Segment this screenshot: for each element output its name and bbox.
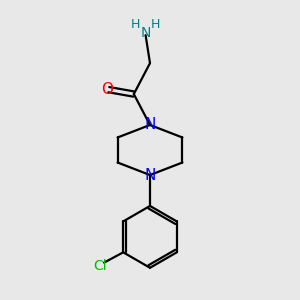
- Text: N: N: [144, 167, 156, 182]
- Text: H: H: [151, 18, 160, 32]
- Text: N: N: [140, 26, 151, 40]
- Text: O: O: [101, 82, 113, 97]
- Text: Cl: Cl: [94, 259, 107, 273]
- Text: H: H: [130, 18, 140, 32]
- Text: N: N: [144, 118, 156, 133]
